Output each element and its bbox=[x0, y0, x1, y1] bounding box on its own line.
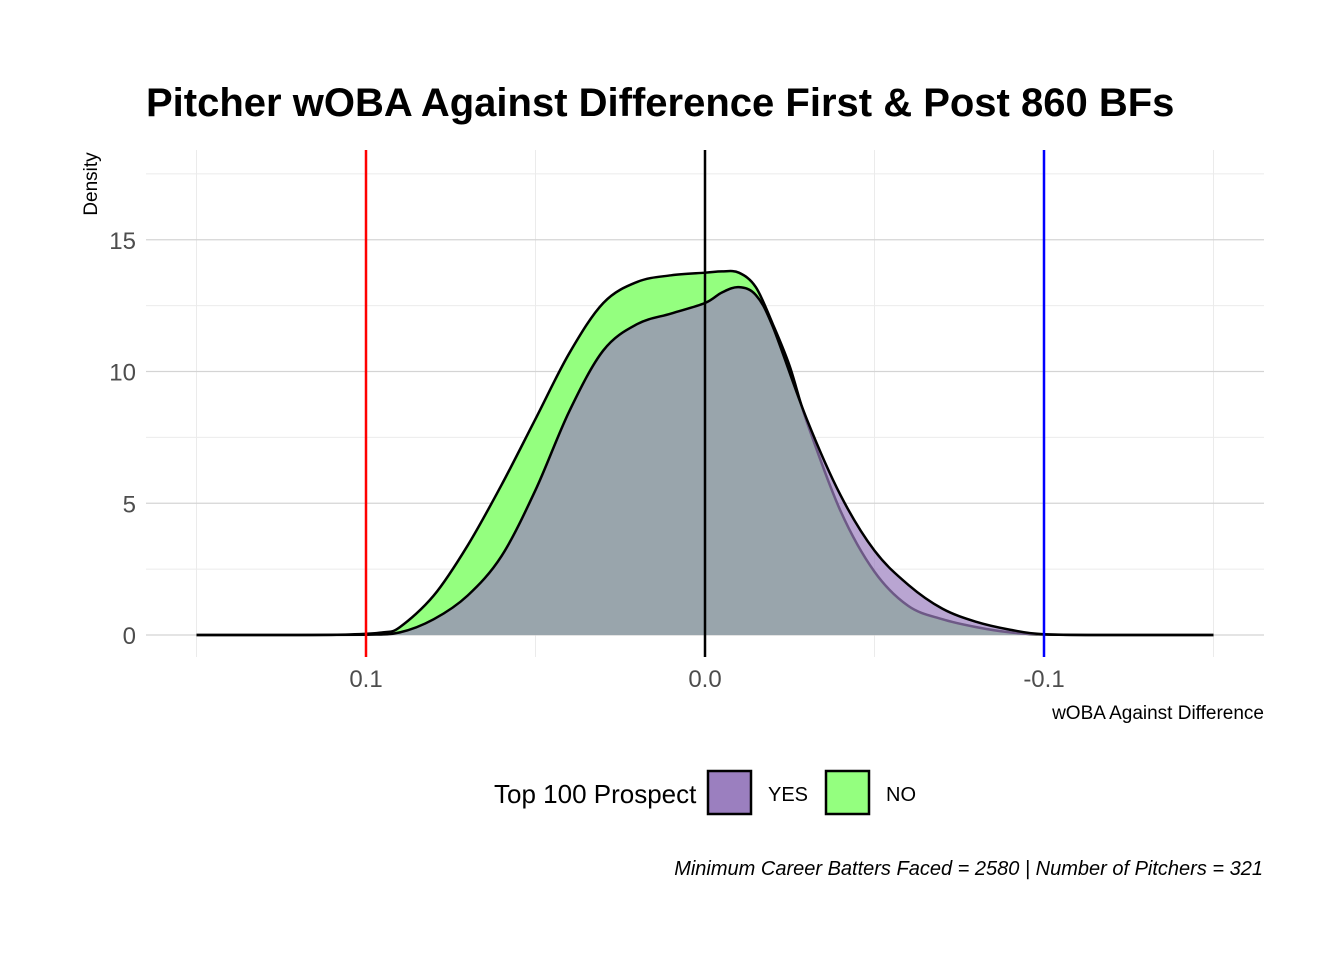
y-axis-title: Density bbox=[81, 152, 102, 216]
density-line-yes bbox=[196, 285, 1214, 637]
legend-key-yes bbox=[706, 769, 753, 816]
legend-title: Top 100 Prospect bbox=[494, 779, 697, 809]
y-tick-label: 0 bbox=[123, 623, 136, 650]
legend-label-yes: YES bbox=[768, 784, 808, 806]
legend: Top 100 Prospect YES NO bbox=[494, 769, 916, 816]
x-tick-label: 0.0 bbox=[688, 666, 721, 693]
x-tick-label: 0.1 bbox=[349, 666, 382, 693]
x-axis-title: wOBA Against Difference bbox=[1051, 703, 1264, 724]
y-tick-label: 15 bbox=[109, 228, 136, 255]
x-tick-label: -0.1 bbox=[1023, 666, 1064, 693]
plot-area: 0.1 0.0 -0.1 0 5 10 15 bbox=[109, 150, 1264, 693]
y-tick-label: 10 bbox=[109, 360, 136, 387]
chart-title: Pitcher wOBA Against Difference First & … bbox=[146, 81, 1174, 125]
caption: Minimum Career Batters Faced = 2580 | Nu… bbox=[674, 858, 1263, 880]
y-tick-label: 5 bbox=[123, 491, 136, 518]
legend-label-no: NO bbox=[886, 784, 916, 806]
legend-key-no bbox=[824, 769, 871, 816]
